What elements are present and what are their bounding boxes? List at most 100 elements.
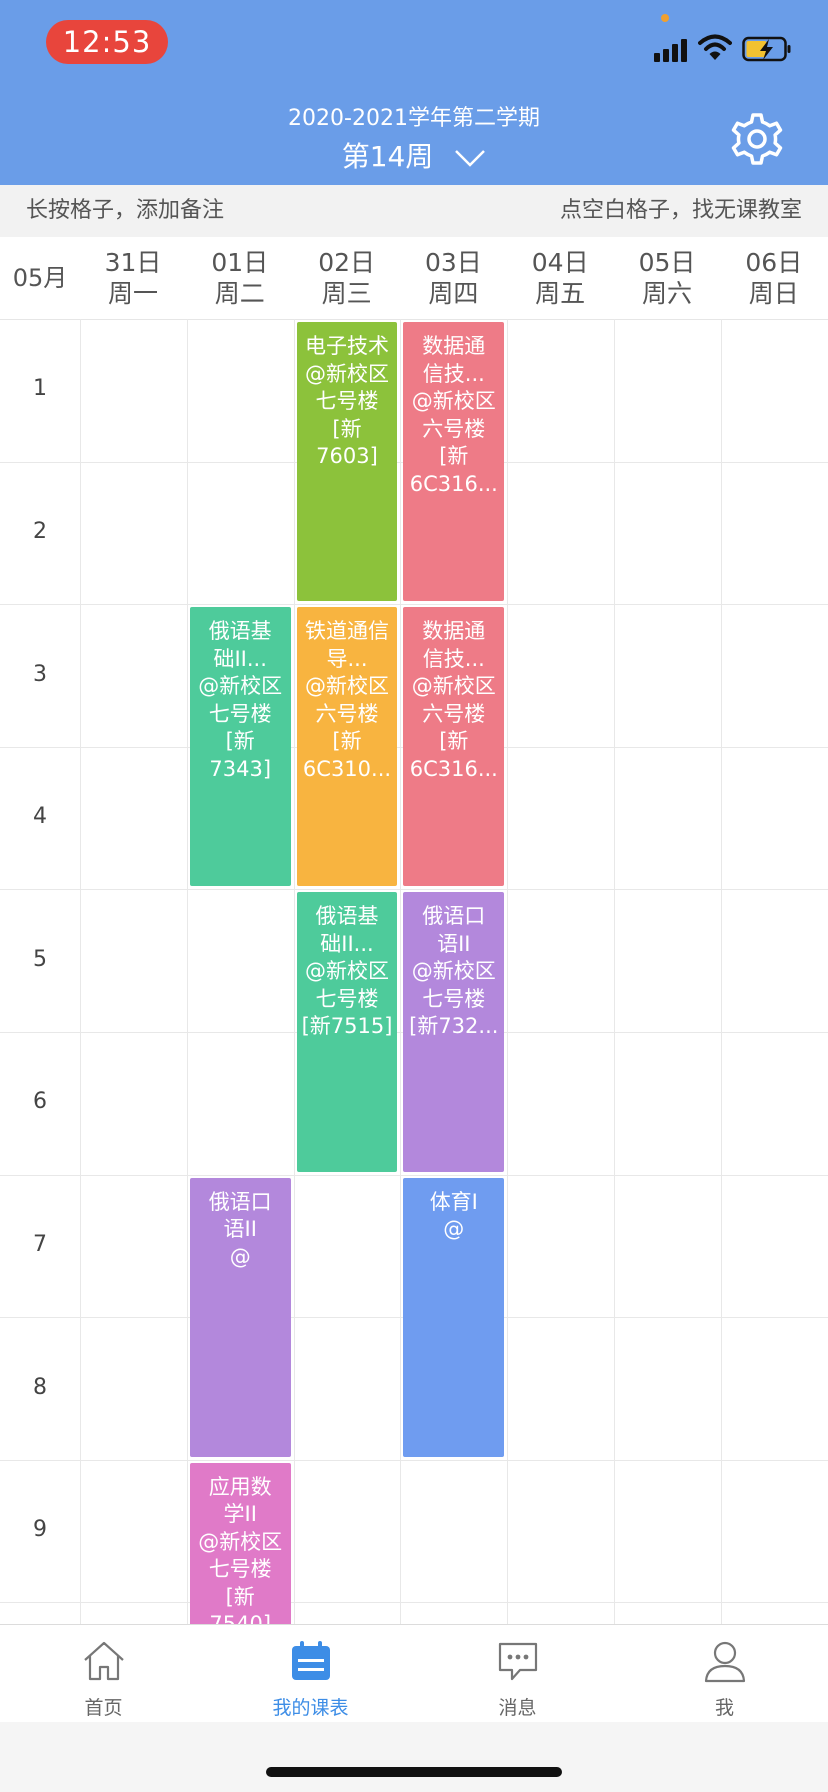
day-column-header: 03日 周四 [400,247,506,309]
period-number: 7 [33,1231,47,1257]
chevron-down-icon [455,150,486,167]
course-text-line: 七号楼 [422,986,486,1011]
course-text-line: @新校区 [198,674,283,699]
course-block[interactable]: 铁道通信 导... @新校区 六号楼 [新 6C310... [296,607,398,887]
course-text-line: [新 [439,444,469,468]
grid-row-line [0,1174,828,1176]
course-text-line: 俄语口 [422,904,486,929]
hint-find-classroom: 点空白格子，找无课教室 [559,198,802,223]
course-block[interactable]: 数据通 信技... @新校区 六号楼 [新 6C316... [403,322,505,602]
cellular-signal-icon [654,36,694,62]
course-text-line: 学II [223,1502,257,1527]
day-date: 05日 [638,248,696,277]
tab-profile-label: 我 [714,1697,734,1719]
period-number: 6 [33,1089,47,1115]
period-number: 4 [33,804,47,830]
course-block[interactable]: 俄语基 础II... @新校区 七号楼 [新 7343] [189,607,291,887]
tab-messages[interactable]: 消息 [414,1625,621,1723]
day-weekday: 周三 [321,279,372,308]
course-text-line: 电子技术 [304,334,389,358]
day-column-header: 04日 周五 [507,247,613,309]
term-label: 2020-2021学年第二学期 [288,106,540,131]
period-number: 2 [33,518,47,544]
day-weekday: 周二 [214,279,265,308]
day-column-header: 05日 周六 [614,247,720,309]
grid-row-line [0,604,828,606]
grid-row-line [0,1459,828,1461]
header: 12:53 2020-2021学年第二学期 第14周 [0,0,828,185]
settings-gear-icon[interactable] [728,110,786,168]
month-label: 05月 [12,264,68,292]
day-date: 03日 [424,248,482,277]
day-column-header: 31日 周一 [80,247,186,309]
course-text-line: @ [229,1244,251,1269]
battery-charging-icon [742,36,791,62]
grid-row-line [0,889,828,891]
course-text-line: 应用数 [208,1474,272,1499]
message-icon [498,1642,538,1681]
privacy-indicator [661,14,669,22]
day-date: 04日 [531,248,589,277]
course-text-line: 7603] [316,444,378,468]
course-text-line: 俄语口 [208,1189,272,1214]
course-text-line: [新732... [409,1014,499,1039]
course-text-line: 7343] [209,756,272,781]
course-text-line: 七号楼 [315,986,379,1011]
period-number: 3 [33,661,47,687]
hint-bar: 长按格子，添加备注 点空白格子，找无课教室 [0,185,828,237]
profile-icon [704,1641,746,1683]
course-text-line: 信技... [422,361,485,386]
course-text-line: 语II [223,1217,257,1242]
grid-column-line [720,319,722,1624]
course-text-line: [新 [439,729,469,754]
wifi-icon [698,34,732,60]
course-text-line: 俄语基 [315,904,379,929]
course-text-line: 础II... [320,931,374,956]
timetable-grid[interactable]: 1 2 3 4 5 6 7 8 9 电子技术 @新校区 七号楼 [新 7603] 数据通 信技... @新校区六… [0,319,828,1624]
grid-column-line [507,319,509,1624]
day-date: 01日 [211,248,269,277]
period-number: 5 [33,946,47,972]
course-text-line: 六号楼 [422,416,486,441]
course-text-line: 七号楼 [315,389,379,413]
day-date: 02日 [318,248,375,277]
course-text-line: [新 [225,1584,255,1609]
course-text-line: 6C316... [409,756,498,781]
tab-schedule[interactable]: 我的课表 [207,1625,414,1723]
course-text-line: 语II [437,931,471,956]
status-time: 12:53 [46,20,168,64]
course-text-line: @新校区 [304,361,389,386]
course-text-line: @新校区 [304,674,389,699]
tab-profile[interactable]: 我 [621,1625,828,1723]
course-text-line: [新 [332,729,362,754]
day-column-header: 02日 周三 [294,247,400,309]
day-weekday: 周一 [107,279,158,308]
day-header: 05月 31日 周一 01日 周二 02日 周三 03日 周四 04日 周五 05日 周六 06日 周日 [0,237,828,320]
course-block[interactable]: 俄语基 础II... @新校区 七号楼 [新7515] [296,892,398,1172]
course-block[interactable]: 俄语口语II @ [189,1177,291,1457]
course-text-line: 数据通 [422,619,486,644]
calendar-icon [292,1641,330,1680]
course-text-line: 导... [326,646,368,671]
course-text-line: 七号楼 [208,701,272,726]
course-text-line: [新7515] [301,1014,393,1039]
course-text-line: 7540] [190,1611,291,1624]
course-block[interactable]: 体育I @ [403,1177,505,1457]
course-block[interactable]: 俄语口 语II @新校区 七号楼 [新732... [403,892,505,1172]
week-selector[interactable]: 第14周 [0,135,828,175]
course-text-line: @新校区 [411,674,496,699]
course-block[interactable]: 电子技术 @新校区 七号楼 [新 7603] [296,322,398,602]
tab-bar: 首页 我的课表 消息 我 [0,1624,828,1723]
course-text-line: @新校区 [198,1529,283,1554]
day-column-header: 01日 周二 [187,247,293,309]
grid-column-line [186,319,188,1624]
grid-column-line [400,319,402,1624]
course-block[interactable]: 数据通 信技... @新校区 六号楼 [新 6C316... [403,607,505,887]
course-text-line: @新校区 [411,959,496,984]
course-text-line: 数据通 [422,334,486,358]
course-text-line: 6C310... [302,756,392,781]
tab-home[interactable]: 首页 [0,1625,207,1723]
home-indicator[interactable] [266,1767,562,1777]
course-text-line: @新校区 [304,959,389,984]
